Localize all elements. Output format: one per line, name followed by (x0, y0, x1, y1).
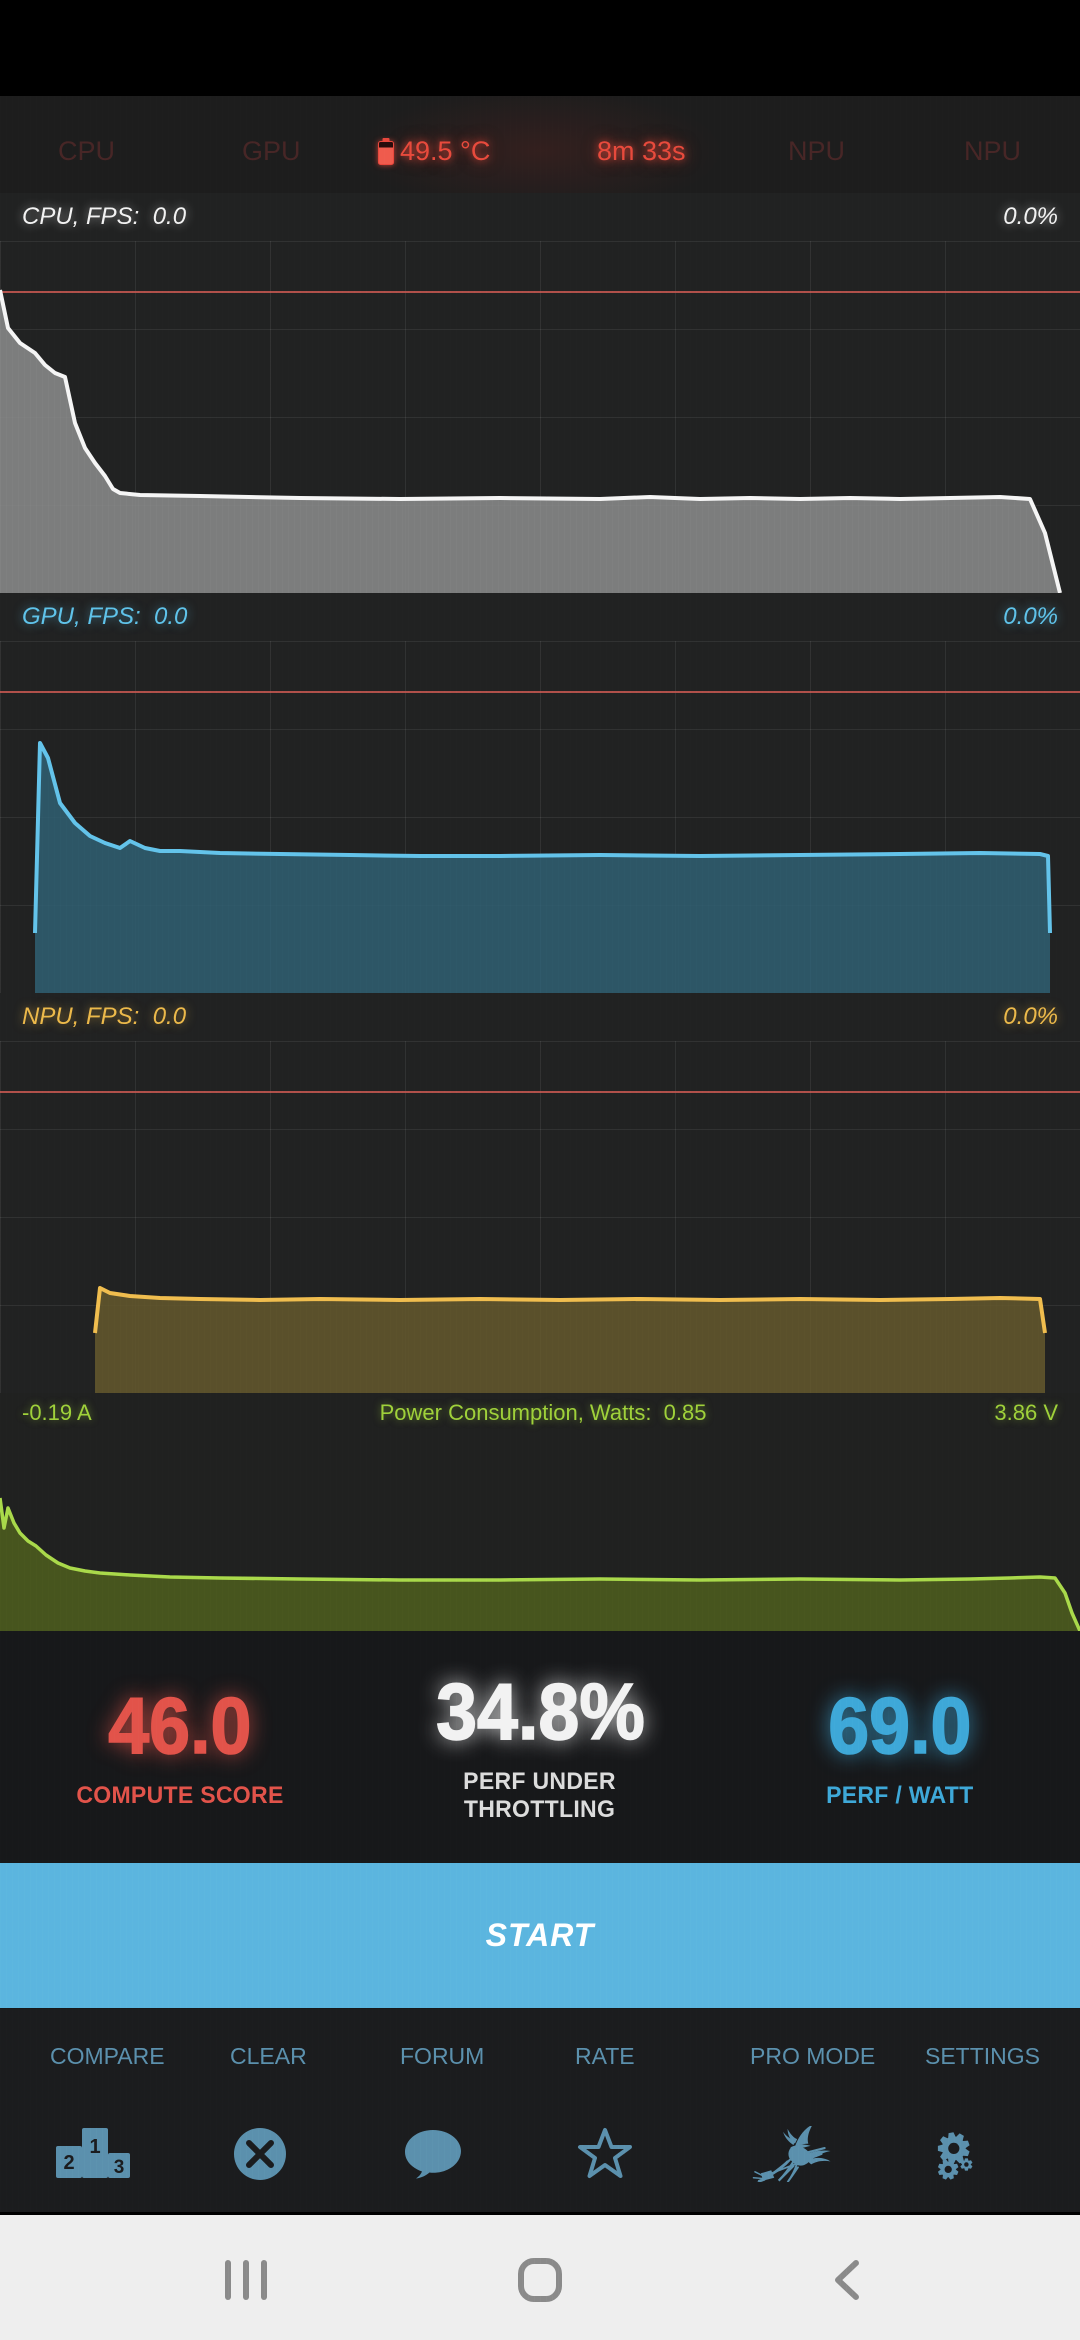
svg-text:1: 1 (89, 2136, 100, 2158)
svg-text:3: 3 (114, 2157, 125, 2178)
svg-text:2: 2 (63, 2152, 74, 2174)
